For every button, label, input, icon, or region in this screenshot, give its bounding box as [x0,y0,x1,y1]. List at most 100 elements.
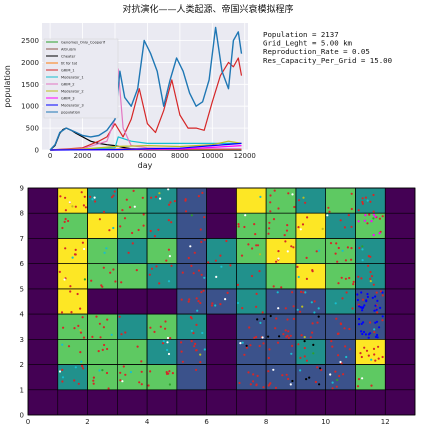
agent-point [297,343,300,346]
agent-point [287,336,290,339]
agent-point [201,191,204,194]
agent-point [93,196,96,199]
x-tick-label: 2000 [74,152,92,160]
agent-point [195,297,198,300]
agent-point [276,291,279,294]
agent-point [119,371,122,374]
agent-point [292,246,295,249]
agent-point [188,298,191,301]
agent-point [350,258,353,261]
agent-point [58,370,62,373]
agent-point [365,349,369,352]
grid-cell [236,212,267,239]
grid-cell [325,313,356,340]
agent-point [247,243,250,246]
grid-cell [295,364,326,391]
agent-point [166,348,169,352]
agent-point [203,348,206,351]
agent-point [165,259,168,262]
agent-point [290,352,293,355]
agent-point [140,383,143,386]
agent-point [291,291,294,294]
agent-point [98,322,101,325]
agent-point [361,248,364,251]
agent-point [331,345,334,348]
agent-point [83,278,86,281]
x-tick-label: 0 [48,152,52,160]
agent-point [277,207,280,210]
agent-point [369,280,372,283]
agent-point [197,300,200,303]
grid-cell [325,288,356,315]
legend-label-4: GRIM_1 [61,68,75,72]
agent-point [330,340,333,343]
agent-point [106,318,109,321]
agent-point [363,304,366,307]
agent-point [316,366,319,369]
agent-point [374,359,377,362]
agent-point [286,334,289,337]
agent-point [79,329,82,332]
agent-point [67,345,71,348]
y-tick-label: 2500 [21,37,39,45]
agent-point [269,201,272,204]
grid-cell [87,263,118,290]
agent-point [241,307,244,310]
agent-point [374,215,377,218]
agent-point [207,261,210,264]
agent-point [158,192,161,195]
agent-point [272,368,275,371]
grid-cell [146,187,178,214]
agent-point [281,374,284,377]
agent-point [375,320,379,323]
agent-point [372,283,375,286]
agent-point [282,333,285,336]
agent-point [258,270,261,273]
agent-point [370,384,373,387]
agent-point [67,219,70,223]
agent-point [131,242,134,245]
agent-point [102,266,105,269]
agent-point [367,264,370,267]
map-x-tick-label: 6 [204,418,209,426]
agent-point [297,199,301,202]
agent-point [284,329,287,332]
agent-point [68,201,71,204]
agent-point [69,290,72,293]
agent-point [167,219,170,222]
agent-point [197,195,200,198]
agent-point [236,283,239,286]
agent-point [357,275,360,278]
agent-point [360,291,363,294]
agent-point [58,270,61,273]
agent-point [101,285,104,288]
agent-point [101,369,104,372]
map-x-tick-label: 10 [321,418,330,426]
agent-point [64,247,67,250]
agent-point [92,379,95,382]
agent-point [203,276,206,279]
agent-point [372,233,375,237]
agent-point [244,214,247,217]
agent-point [92,382,95,385]
agent-point [283,234,286,237]
series-line-9 [50,142,242,151]
agent-point [241,341,244,344]
agent-point [357,378,361,381]
agent-point [247,371,250,374]
grid-cell [57,212,88,239]
agent-point [211,302,214,305]
agent-point [121,209,124,212]
agent-point [274,386,277,389]
agent-point [371,296,374,299]
agent-point [80,365,83,368]
agent-point [369,321,372,324]
agent-point [369,200,372,203]
agent-point [170,264,173,267]
agent-point [360,322,363,325]
agent-point [268,221,271,224]
grid-cell [206,238,237,264]
agent-point [74,253,77,256]
agent-point [167,188,170,191]
agent-point [79,331,83,334]
